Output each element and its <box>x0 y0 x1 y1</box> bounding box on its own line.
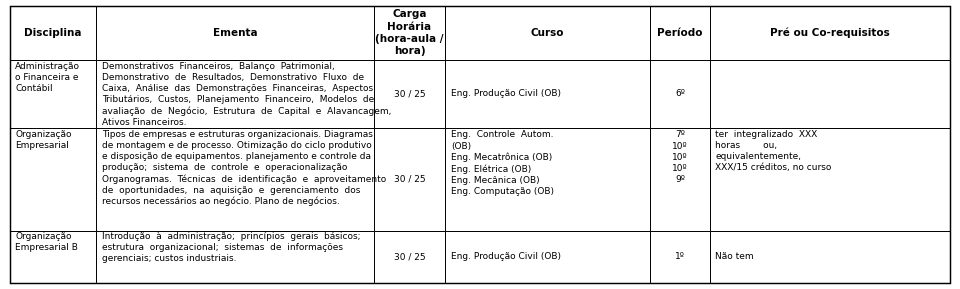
Bar <box>650 231 709 283</box>
Bar <box>445 231 650 283</box>
Bar <box>650 128 709 231</box>
Bar <box>650 6 709 60</box>
Bar <box>96 128 373 231</box>
Bar <box>709 60 950 128</box>
Bar <box>709 231 950 283</box>
Bar <box>10 6 96 60</box>
Text: Eng.  Controle  Autom.
(OB)
Eng. Mecatrônica (OB)
Eng. Elétrica (OB)
Eng. Mecâni: Eng. Controle Autom. (OB) Eng. Mecatrôni… <box>451 130 554 196</box>
Text: Carga
Horária
(hora-aula /
hora): Carga Horária (hora-aula / hora) <box>375 9 444 56</box>
Text: 30 / 25: 30 / 25 <box>394 252 425 261</box>
Text: Ementa: Ementa <box>212 28 257 38</box>
Text: Organização
Empresarial: Organização Empresarial <box>15 129 72 150</box>
Text: Introdução  à  administração;  princípios  gerais  básicos;
estrutura  organizac: Introdução à administração; princípios g… <box>102 232 360 264</box>
Text: ter  integralizado  XXX
horas        ou,
equivalentemente,
XXX/15 créditos, no c: ter integralizado XXX horas ou, equivale… <box>715 129 831 172</box>
Bar <box>445 6 650 60</box>
Text: Organização
Empresarial B: Organização Empresarial B <box>15 232 78 252</box>
Text: Administração
o Financeira e
Contábil: Administração o Financeira e Contábil <box>15 62 81 93</box>
Text: Disciplina: Disciplina <box>24 28 82 38</box>
Text: Pré ou Co-requisitos: Pré ou Co-requisitos <box>770 27 890 38</box>
Bar <box>709 6 950 60</box>
Bar <box>373 6 445 60</box>
Bar <box>445 60 650 128</box>
Bar <box>10 231 96 283</box>
Text: Não tem: Não tem <box>715 252 754 261</box>
Text: 1º: 1º <box>675 252 684 261</box>
Bar <box>709 128 950 231</box>
Bar <box>10 60 96 128</box>
Text: Tipos de empresas e estruturas organizacionais. Diagramas
de montagem e de proce: Tipos de empresas e estruturas organizac… <box>102 129 386 206</box>
Text: 30 / 25: 30 / 25 <box>394 89 425 98</box>
Bar <box>445 128 650 231</box>
Bar <box>373 231 445 283</box>
Text: Curso: Curso <box>531 28 564 38</box>
Text: Demonstrativos  Financeiros,  Balanço  Patrimonial,
Demonstrativo  de  Resultado: Demonstrativos Financeiros, Balanço Patr… <box>102 62 392 127</box>
Text: 30 / 25: 30 / 25 <box>394 175 425 184</box>
Text: Eng. Produção Civil (OB): Eng. Produção Civil (OB) <box>451 252 561 261</box>
Text: Eng. Produção Civil (OB): Eng. Produção Civil (OB) <box>451 89 561 98</box>
Bar <box>650 60 709 128</box>
Text: 7º
10º
10º
10º
9º: 7º 10º 10º 10º 9º <box>672 130 687 184</box>
Bar <box>10 128 96 231</box>
Bar <box>96 231 373 283</box>
Text: 6º: 6º <box>675 89 684 98</box>
Bar <box>373 128 445 231</box>
Bar <box>96 6 373 60</box>
Bar <box>373 60 445 128</box>
Text: Período: Período <box>658 28 703 38</box>
Bar <box>96 60 373 128</box>
